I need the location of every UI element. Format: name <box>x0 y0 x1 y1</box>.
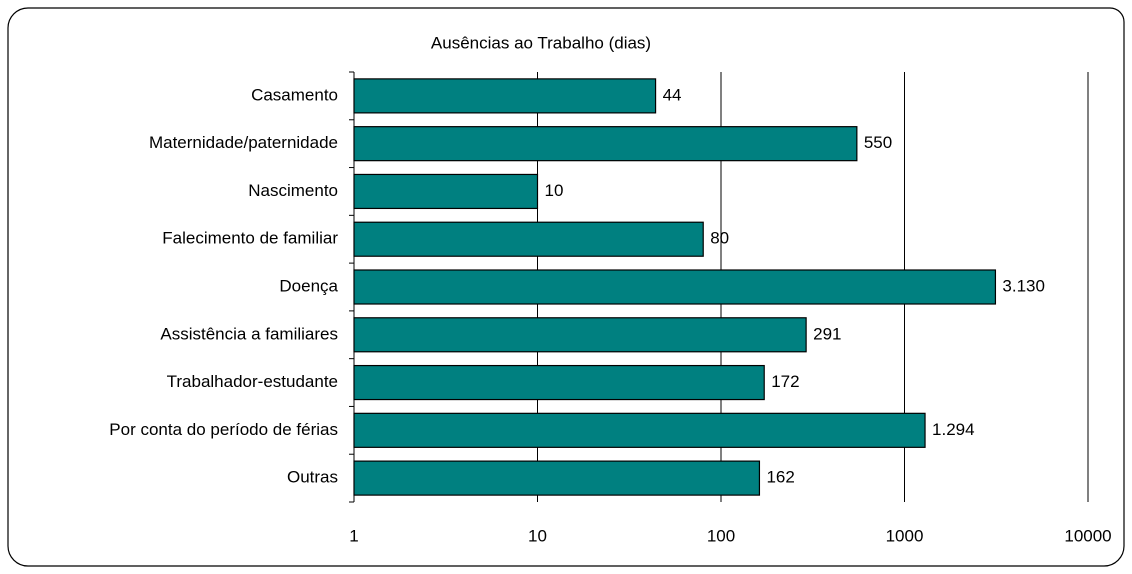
x-tick-label: 10 <box>528 526 547 545</box>
x-tick-label: 1 <box>349 526 358 545</box>
y-tick-label: Outras <box>287 468 338 487</box>
y-tick-label: Nascimento <box>248 181 338 200</box>
chart-title: Ausências ao Trabalho (dias) <box>431 33 651 52</box>
chart-frame <box>7 7 1125 567</box>
bar <box>353 460 761 496</box>
x-tick-label: 10000 <box>1064 526 1111 545</box>
y-tick-label: Trabalhador-estudante <box>167 372 338 391</box>
value-label: 172 <box>771 372 799 391</box>
x-tick-label: 1000 <box>886 526 924 545</box>
y-tick-label: Por conta do período de férias <box>109 420 338 439</box>
y-tick-label: Falecimento de familiar <box>162 229 338 248</box>
value-label: 1.294 <box>932 420 975 439</box>
bar <box>353 221 704 257</box>
value-label: 291 <box>813 324 841 343</box>
bar <box>353 173 539 210</box>
y-tick-label: Doença <box>279 276 338 295</box>
value-label: 10 <box>545 181 564 200</box>
y-tick-label: Maternidade/paternidade <box>149 133 338 152</box>
y-tick-label: Assistência a familiares <box>160 324 338 343</box>
bar <box>353 412 926 448</box>
x-tick-label: 100 <box>707 526 735 545</box>
bar <box>353 364 765 401</box>
value-label: 162 <box>766 468 794 487</box>
value-label: 3.130 <box>1002 276 1045 295</box>
bar <box>353 269 997 305</box>
value-label: 44 <box>663 85 682 104</box>
value-label: 80 <box>710 229 729 248</box>
y-tick-label: Casamento <box>251 85 338 104</box>
bar <box>353 317 807 353</box>
bar <box>353 126 858 162</box>
value-label: 550 <box>864 133 892 152</box>
bar <box>353 78 657 114</box>
